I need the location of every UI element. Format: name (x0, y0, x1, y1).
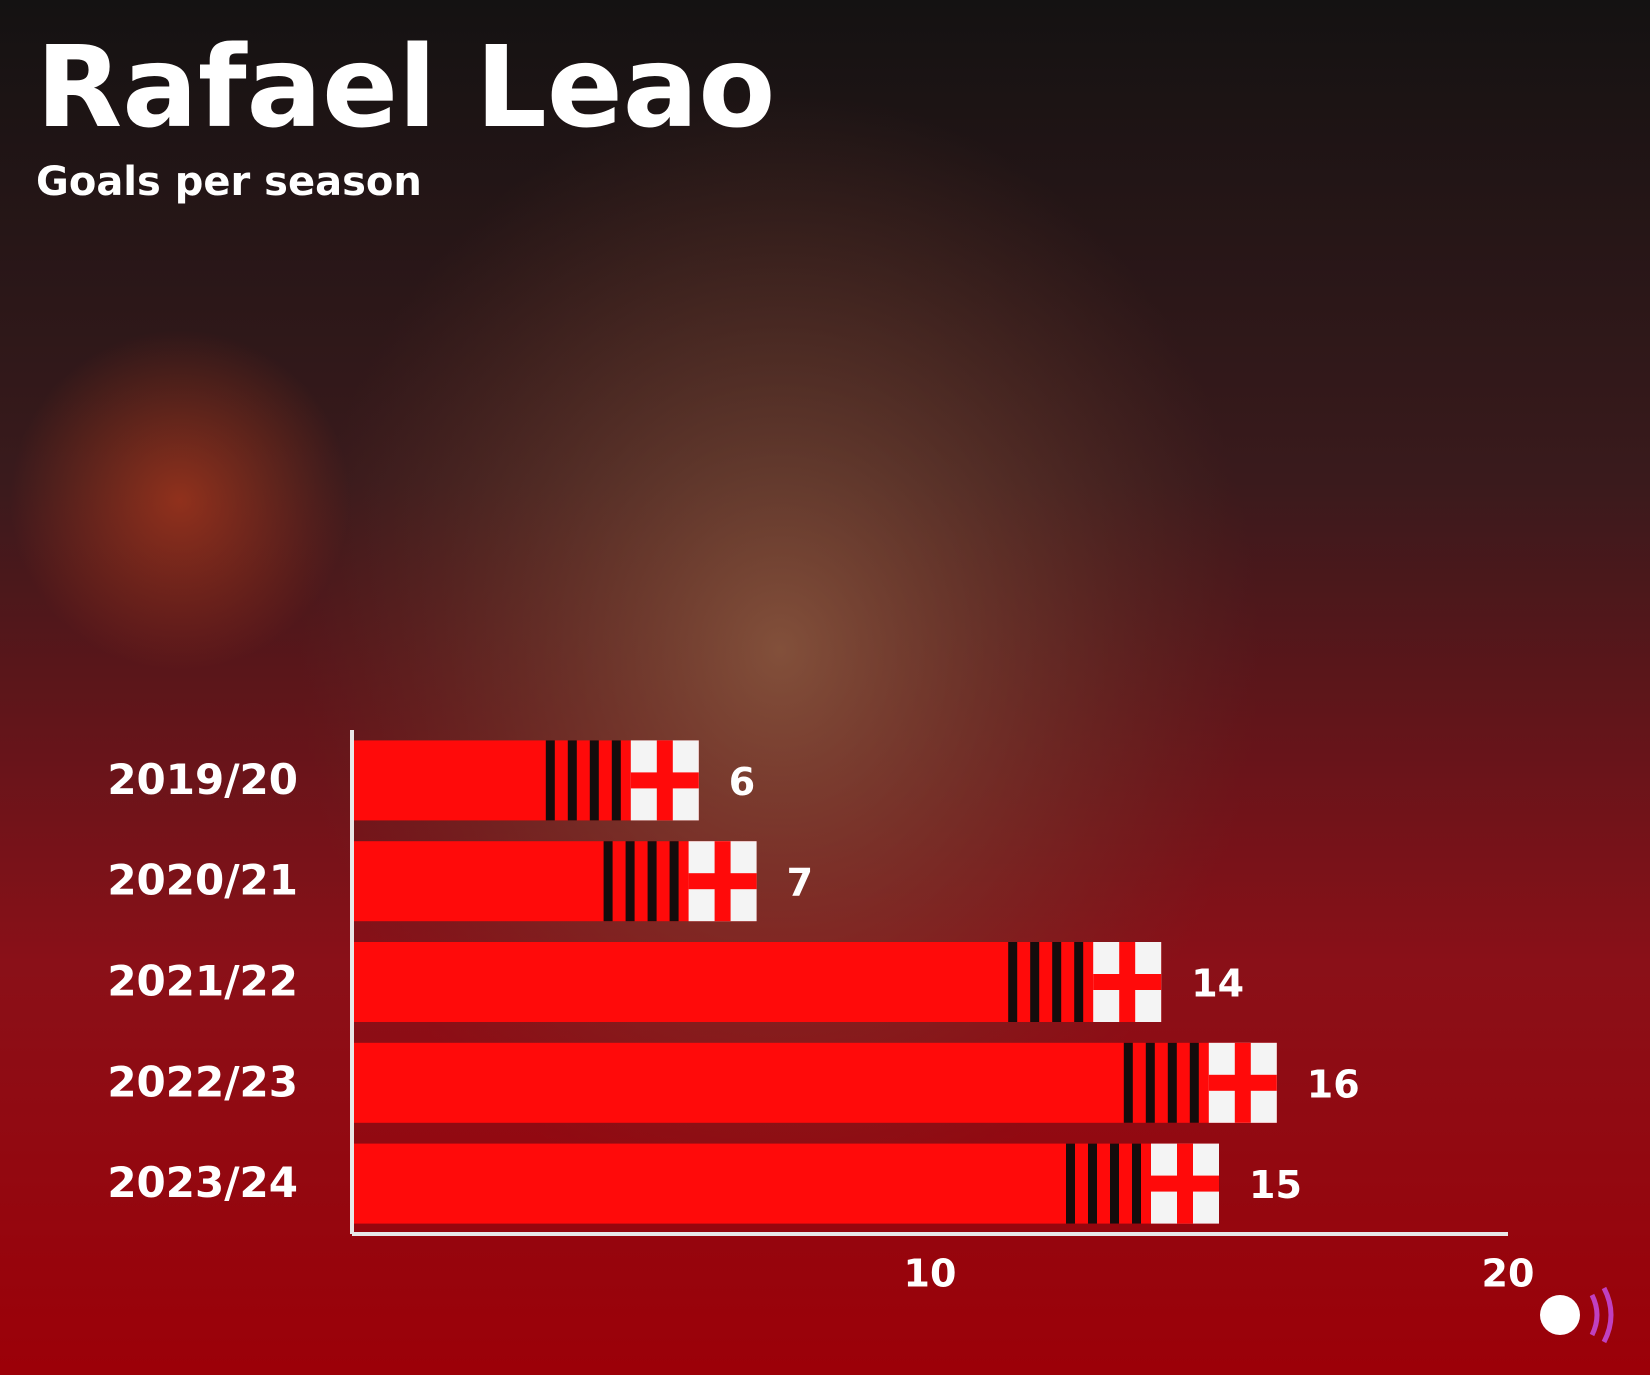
value-label: 6 (729, 760, 755, 804)
chart-subtitle: Goals per season (36, 159, 422, 205)
bar (352, 1042, 1277, 1123)
bar-stripe (1066, 1143, 1075, 1224)
bar-cross-h (688, 873, 757, 890)
bar-stripe (1167, 1042, 1177, 1123)
y-tick-label: 2020/21 (107, 856, 298, 905)
y-tick-label: 2022/23 (107, 1057, 298, 1106)
x-tick-label: 20 (1482, 1252, 1535, 1296)
bar-cross-h (1093, 974, 1162, 990)
bar-stripe (1074, 942, 1084, 1022)
bar-stripe (647, 841, 657, 922)
bar-stripe (625, 841, 635, 922)
bar-stripe (1132, 1143, 1141, 1224)
value-label: 7 (787, 861, 813, 905)
y-tick-label: 2023/24 (107, 1158, 298, 1207)
background-light (10, 330, 350, 670)
bar-cross-h (1208, 1074, 1277, 1091)
bar-cross-h (1151, 1175, 1219, 1192)
bar-stripe (1088, 1143, 1097, 1224)
bar-stripe (589, 740, 599, 821)
chart-title: Rafael Leao (36, 23, 775, 153)
value-label: 16 (1307, 1062, 1360, 1106)
bar-stripe (603, 841, 613, 922)
bar-stripe (1145, 1042, 1155, 1123)
bar-stripe (1110, 1143, 1119, 1224)
bar-stripe (567, 740, 577, 821)
logo-waves (1589, 1286, 1614, 1344)
bar-stripe (669, 841, 679, 922)
bar-stripe (1008, 942, 1018, 1022)
bar-stripe (1123, 1042, 1133, 1123)
bar-cross-h (630, 772, 699, 789)
bar-stripe (611, 740, 621, 821)
bar-stripe (1052, 942, 1062, 1022)
bar-stripe (1030, 942, 1040, 1022)
bar-stripe (545, 740, 555, 821)
y-tick-label: 2019/20 (107, 755, 298, 804)
bar-stripe (1189, 1042, 1199, 1123)
value-label: 14 (1191, 962, 1244, 1006)
y-tick-label: 2021/22 (107, 957, 298, 1006)
value-label: 15 (1249, 1163, 1302, 1207)
logo (1540, 1295, 1580, 1335)
bar (352, 942, 1162, 1022)
player-photo (300, 90, 1260, 1210)
x-tick-label: 10 (904, 1252, 957, 1296)
